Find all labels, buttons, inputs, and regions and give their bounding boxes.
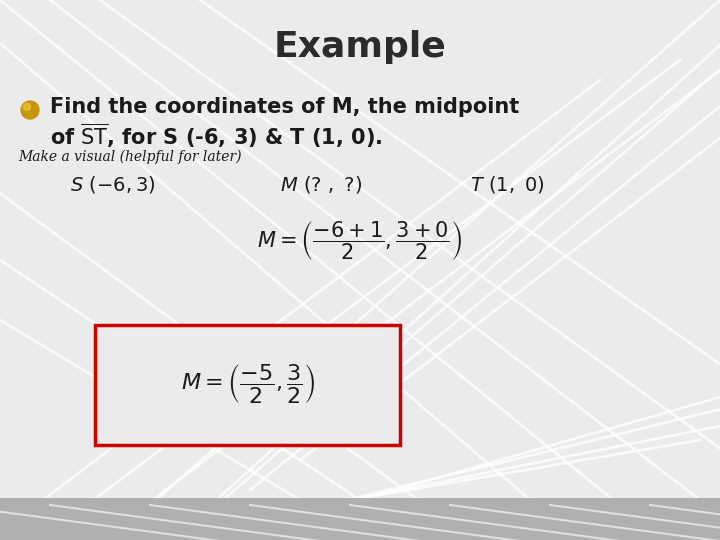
Bar: [95, 325, 400, 445]
Circle shape: [21, 101, 39, 119]
Text: Example: Example: [274, 30, 446, 64]
Text: of $\overline{\mathrm{ST}}$, for S (-6, 3) & T (1, 0).: of $\overline{\mathrm{ST}}$, for S (-6, …: [50, 122, 382, 150]
Circle shape: [24, 104, 30, 111]
Text: $M = \left(\dfrac{-6+1}{2},\dfrac{3+0}{2}\right)$: $M = \left(\dfrac{-6+1}{2},\dfrac{3+0}{2…: [257, 219, 463, 261]
Text: $S\ (-6,3)$: $S\ (-6,3)$: [70, 174, 156, 195]
Text: Find the coordinates of M, the midpoint: Find the coordinates of M, the midpoint: [50, 97, 519, 117]
Text: $M = \left(\dfrac{-5}{2},\dfrac{3}{2}\right)$: $M = \left(\dfrac{-5}{2},\dfrac{3}{2}\ri…: [181, 361, 315, 404]
Bar: [0, 498, 720, 540]
Text: $M\ (?\ ,\ ?)$: $M\ (?\ ,\ ?)$: [280, 174, 362, 195]
Text: Make a visual (helpful for later): Make a visual (helpful for later): [18, 150, 241, 164]
Text: $T\ (1,\ 0)$: $T\ (1,\ 0)$: [470, 174, 545, 195]
